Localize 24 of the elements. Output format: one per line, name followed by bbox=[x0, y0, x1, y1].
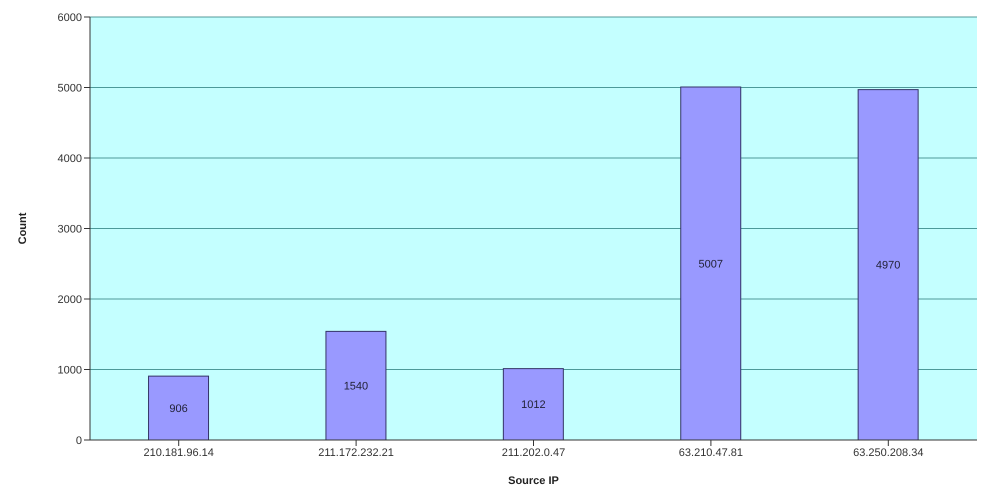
y-tick-label: 6000 bbox=[58, 12, 82, 24]
y-tick-label: 0 bbox=[76, 434, 82, 447]
y-tick-label: 3000 bbox=[58, 223, 82, 236]
data-label: 906 bbox=[169, 402, 188, 415]
data-label: 1540 bbox=[344, 380, 368, 393]
bar bbox=[325, 330, 386, 440]
y-tick-label: 5000 bbox=[58, 82, 82, 94]
bar bbox=[680, 86, 742, 440]
x-tick-label: 210.181.96.14 bbox=[144, 446, 214, 459]
x-axis-title: Source IP bbox=[508, 475, 559, 487]
x-tick-label: 63.210.47.81 bbox=[678, 446, 744, 459]
bar bbox=[858, 89, 919, 440]
data-label: 5007 bbox=[698, 258, 723, 270]
y-tick-label: 4000 bbox=[58, 152, 82, 165]
x-tick-label: 63.250.208.34 bbox=[853, 446, 924, 459]
x-tick-label: 211.172.232.21 bbox=[318, 446, 394, 459]
y-tick-label: 2000 bbox=[58, 294, 82, 306]
data-label: 4970 bbox=[876, 260, 900, 272]
bar bbox=[148, 376, 210, 440]
x-tick-label: 211.202.0.47 bbox=[502, 446, 566, 459]
bar bbox=[502, 368, 564, 440]
data-label: 1012 bbox=[521, 399, 546, 412]
y-tick-label: 1000 bbox=[58, 364, 82, 376]
y-axis-title: Count bbox=[16, 212, 29, 244]
